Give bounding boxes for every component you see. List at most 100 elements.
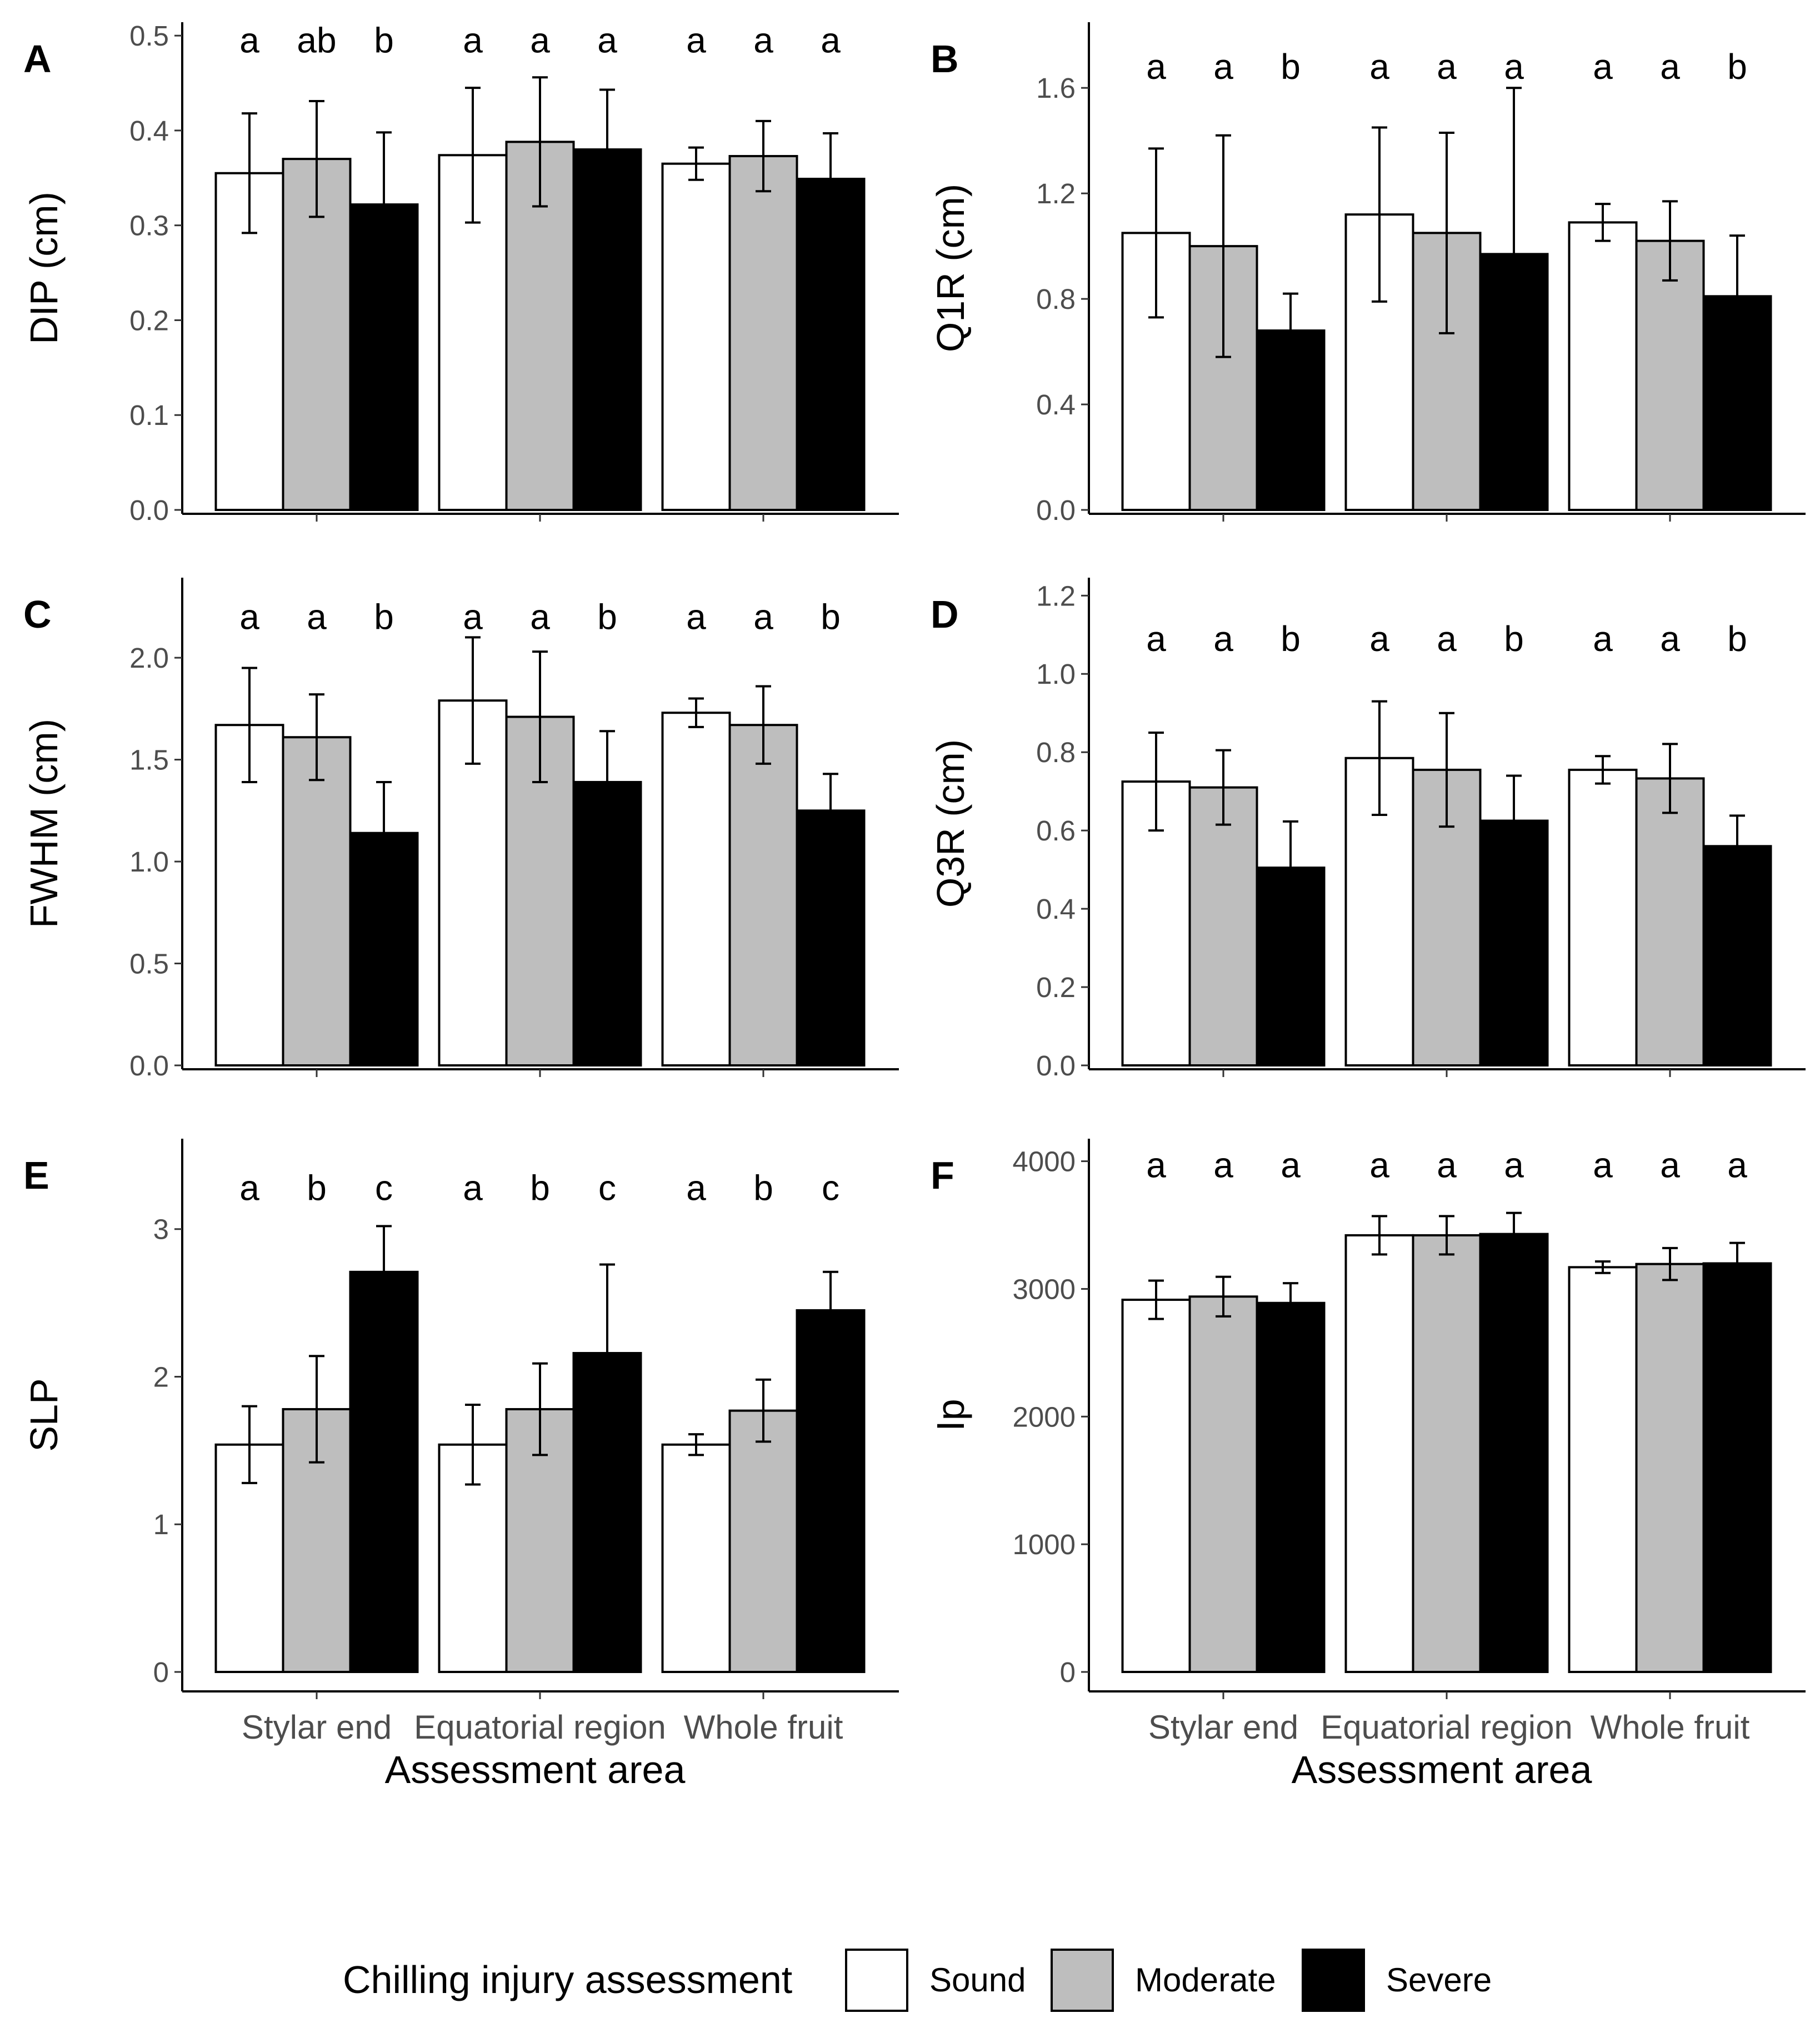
significance-letter: ab: [297, 21, 336, 61]
y-axis-title: SLP: [22, 1378, 66, 1451]
legend-key-sound: [845, 1949, 908, 2012]
significance-letter: a: [1593, 47, 1613, 87]
significance-letter: a: [239, 597, 259, 637]
significance-letter: b: [1504, 619, 1524, 659]
y-axis-title: Ip: [929, 1399, 972, 1431]
y-tick-label: 0.0: [129, 1050, 169, 1081]
y-tick-label: 0: [1060, 1656, 1076, 1688]
bar-moderate-whole-fruit: [1635, 777, 1705, 1066]
panel-tag-b: B: [931, 37, 959, 81]
significance-letter: c: [822, 1168, 839, 1208]
significance-letter: a: [1437, 1145, 1457, 1185]
significance-letter: a: [1213, 619, 1233, 659]
significance-letter: a: [1593, 1145, 1613, 1185]
significance-letter: a: [821, 21, 841, 61]
legend-title: Chilling injury assessment: [343, 1958, 792, 2001]
bar-moderate-stylar-end: [1188, 786, 1258, 1066]
y-tick-label: 1: [153, 1509, 169, 1540]
significance-letter: a: [463, 1168, 483, 1208]
significance-letter: b: [307, 1168, 327, 1208]
y-tick-label: 2: [153, 1361, 169, 1393]
bar-sound-whole-fruit: [1568, 221, 1638, 511]
y-tick-label: 1.0: [1036, 658, 1076, 690]
panel-tag-c: C: [23, 593, 52, 636]
y-tick-label: 1.5: [129, 744, 169, 776]
y-axis-title: Q1R (cm): [929, 184, 972, 352]
significance-letter: a: [1213, 47, 1233, 87]
significance-letter: a: [239, 21, 259, 61]
significance-letter: a: [1213, 1145, 1233, 1185]
y-tick-label: 2.0: [129, 642, 169, 674]
y-tick-label: 1.0: [129, 846, 169, 878]
significance-letter: a: [1660, 619, 1680, 659]
bar-moderate-equatorial-region: [1412, 1234, 1482, 1673]
panel-d: D 0.0 0.2 0.4 0.6 0.8 1.0 1.2 Q3R (cm) a a b a a b a a b: [929, 578, 1806, 1081]
legend-key-severe: [1302, 1949, 1365, 2012]
y-axis-title: DIP (cm): [22, 192, 66, 344]
bar-severe-stylar-end: [1256, 1301, 1326, 1674]
bar-moderate-whole-fruit: [728, 724, 798, 1067]
significance-letter: a: [463, 597, 483, 637]
bar-sound-stylar-end: [1121, 1298, 1191, 1673]
significance-letter: c: [598, 1168, 616, 1208]
significance-letter: a: [1593, 619, 1613, 659]
significance-letter: a: [1437, 47, 1457, 87]
bar-moderate-whole-fruit: [1635, 1263, 1705, 1673]
y-axis-title: Q3R (cm): [929, 739, 972, 908]
bar-moderate-stylar-end: [1188, 1295, 1258, 1673]
bar-moderate-whole-fruit: [728, 155, 798, 511]
bar-severe-whole-fruit: [796, 178, 866, 511]
y-tick-label: 1.2: [1036, 178, 1076, 209]
x-axis-title: Assessment area: [385, 1748, 686, 1791]
bar-severe-whole-fruit: [796, 1309, 866, 1673]
significance-letter: b: [1727, 47, 1747, 87]
y-tick-label: 0.4: [1036, 893, 1076, 925]
y-tick-label: 0.3: [129, 210, 169, 242]
significance-letter: a: [463, 21, 483, 61]
bar-sound-whole-fruit: [661, 1443, 731, 1674]
y-tick-label: 0.8: [1036, 283, 1076, 315]
y-tick-label: 0.1: [129, 399, 169, 431]
y-axis-title: FWHM (cm): [22, 719, 66, 928]
significance-letter: a: [753, 21, 773, 61]
panel-tag-f: F: [931, 1154, 954, 1197]
significance-letter: a: [686, 21, 706, 61]
y-tick-label: 0.6: [1036, 815, 1076, 847]
y-tick-label: 0.4: [1036, 389, 1076, 420]
y-tick-label: 0.5: [129, 20, 169, 52]
legend-label-sound: Sound: [929, 1961, 1026, 1999]
y-tick-label: 0.0: [1036, 1050, 1076, 1081]
panel-tag-e: E: [23, 1154, 49, 1197]
bar-moderate-stylar-end: [282, 736, 352, 1066]
y-tick-label: 2000: [1013, 1401, 1076, 1433]
significance-letter: a: [597, 21, 617, 61]
y-tick-label: 0.2: [129, 304, 169, 336]
significance-letter: a: [307, 597, 327, 637]
y-tick-label: 0.4: [129, 115, 169, 147]
significance-letter: b: [753, 1168, 773, 1208]
significance-letter: a: [1146, 1145, 1166, 1185]
bar-sound-whole-fruit: [1568, 1266, 1638, 1674]
bar-moderate-whole-fruit: [728, 1409, 798, 1674]
bar-severe-stylar-end: [349, 1270, 419, 1673]
panel-c: C 0.0 0.5 1.0 1.5 2.0 FWHM (cm) a a b a a b a a b: [22, 578, 899, 1081]
significance-letter: a: [1146, 47, 1166, 87]
significance-letter: b: [374, 21, 394, 61]
significance-letter: a: [1146, 619, 1166, 659]
significance-letter: b: [821, 597, 841, 637]
y-tick-label: 0.0: [1036, 494, 1076, 526]
significance-letter: b: [1727, 619, 1747, 659]
significance-letter: b: [597, 597, 617, 637]
x-tick-label: Equatorial region: [414, 1709, 666, 1746]
significance-letter: a: [1660, 47, 1680, 87]
significance-letter: a: [530, 597, 550, 637]
significance-letter: a: [1504, 47, 1524, 87]
significance-letter: a: [1369, 1145, 1389, 1185]
significance-letter: a: [1369, 47, 1389, 87]
y-tick-label: 0.5: [129, 948, 169, 980]
panel-b: B 0.0 0.4 0.8 1.2 1.6 Q1R (cm) a a b a a a a a b: [929, 22, 1806, 526]
significance-letter: a: [686, 1168, 706, 1208]
x-tick-label: Equatorial region: [1321, 1709, 1573, 1746]
